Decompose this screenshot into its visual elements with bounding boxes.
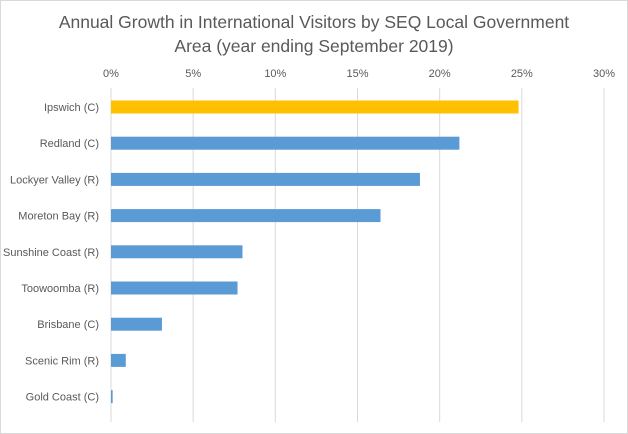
x-tick-label-5: 25% <box>511 68 533 80</box>
bar-5 <box>111 281 238 295</box>
y-category-label-6: Brisbane (C) <box>37 319 99 331</box>
bar-8 <box>111 390 113 404</box>
x-tick-label-1: 5% <box>185 68 201 80</box>
y-category-label-4: Sunshine Coast (R) <box>3 247 99 259</box>
x-tick-label-0: 0% <box>103 68 119 80</box>
y-category-label-7: Scenic Rim (R) <box>25 355 99 367</box>
y-category-label-2: Lockyer Valley (R) <box>10 174 99 186</box>
bar-3 <box>111 209 381 223</box>
x-tick-label-4: 20% <box>429 68 451 80</box>
y-category-label-8: Gold Coast (C) <box>26 392 99 404</box>
y-category-label-0: Ipswich (C) <box>44 102 99 114</box>
chart-title-line-2: Area (year ending September 2019) <box>174 36 454 56</box>
x-tick-label-2: 10% <box>264 68 286 80</box>
y-category-label-1: Redland (C) <box>40 138 99 150</box>
bar-4 <box>111 245 243 259</box>
bar-0 <box>111 100 519 114</box>
bar-1 <box>111 136 460 150</box>
y-category-label-5: Toowoomba (R) <box>21 283 99 295</box>
bar-2 <box>111 172 420 186</box>
chart-title-line-1: Annual Growth in International Visitors … <box>58 12 570 32</box>
chart-title: Annual Growth in International Visitors … <box>0 10 628 58</box>
x-tick-label-3: 15% <box>346 68 368 80</box>
y-category-label-3: Moreton Bay (R) <box>18 211 99 223</box>
bar-6 <box>111 317 162 331</box>
bar-7 <box>111 353 126 367</box>
x-tick-label-6: 30% <box>593 68 615 80</box>
